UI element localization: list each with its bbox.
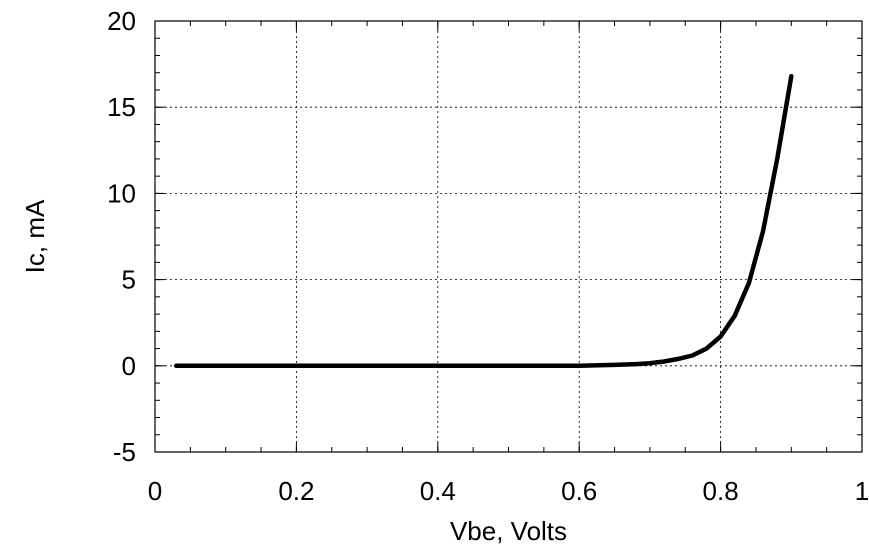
grid-lines [155,21,862,452]
x-tick-label: 0.8 [703,476,739,506]
y-tick-label: 0 [122,351,136,381]
y-tick-labels: -5 0 5 10 15 20 [107,6,136,467]
y-tick-label: 15 [107,92,136,122]
x-tick-labels: 0 0.2 0.4 0.6 0.8 1 [148,476,869,506]
x-tick-label: 0.6 [561,476,597,506]
series-layer [173,73,794,369]
series-line [173,73,794,369]
y-axis-title: Ic, mA [20,199,50,273]
x-tick-label: 0 [148,476,162,506]
y-tick-label: -5 [113,437,136,467]
x-tick-label: 1 [855,476,869,506]
tick-marks [154,20,863,453]
plot-frame [154,20,863,453]
y-tick-label: 5 [122,265,136,295]
x-tick-label: 0.2 [278,476,314,506]
y-tick-label: 10 [107,178,136,208]
x-tick-label: 0.4 [420,476,456,506]
y-tick-label: 20 [107,6,136,36]
x-axis-title: Vbe, Volts [450,516,567,546]
